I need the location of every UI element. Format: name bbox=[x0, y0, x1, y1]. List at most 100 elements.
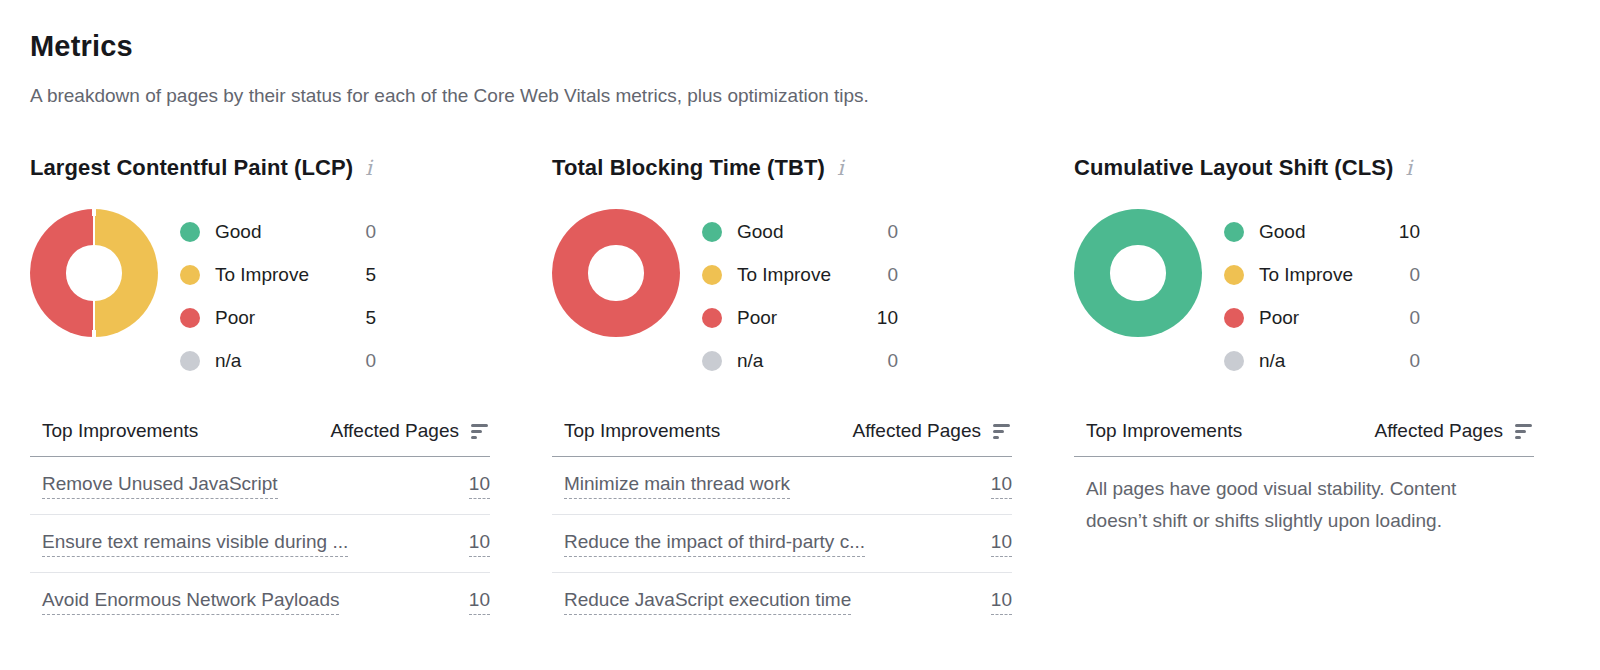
poor-dot-icon bbox=[702, 308, 722, 328]
metric-header-lcp: Largest Contentful Paint (LCP) i bbox=[30, 155, 490, 181]
improvement-link[interactable]: Reduce the impact of third-party c... bbox=[564, 531, 865, 557]
metric-header-tbt: Total Blocking Time (TBT) i bbox=[552, 155, 1012, 181]
metrics-section: Metrics A breakdown of pages by their st… bbox=[0, 0, 1600, 631]
poor-dot-icon bbox=[1224, 308, 1244, 328]
chart-row-tbt: Good 0 To Improve 0 Poor 10 bbox=[552, 209, 1012, 382]
legend-row: n/a 0 bbox=[702, 339, 898, 382]
tbt-legend: Good 0 To Improve 0 Poor 10 bbox=[702, 209, 898, 382]
table-row: Minimize main thread work 10 bbox=[552, 457, 1012, 515]
na-dot-icon bbox=[180, 351, 200, 371]
good-dot-icon bbox=[180, 222, 200, 242]
legend-value: 0 bbox=[1392, 350, 1420, 372]
table-row: Ensure text remains visible during ... 1… bbox=[30, 515, 490, 573]
metric-column-tbt: Total Blocking Time (TBT) i Good 0 To Im… bbox=[552, 155, 1012, 631]
legend-label: Good bbox=[215, 221, 348, 243]
legend-value: 5 bbox=[348, 307, 376, 329]
affected-pages-count[interactable]: 10 bbox=[991, 473, 1012, 499]
legend-label: Poor bbox=[1259, 307, 1392, 329]
legend-label: n/a bbox=[737, 350, 870, 372]
metric-column-cls: Cumulative Layout Shift (CLS) i Good 10 … bbox=[1074, 155, 1534, 631]
legend-label: Good bbox=[1259, 221, 1392, 243]
cls-improvements-table: Top Improvements Affected Pages All page… bbox=[1074, 412, 1534, 537]
legend-label: n/a bbox=[1259, 350, 1392, 372]
to-improve-dot-icon bbox=[180, 265, 200, 285]
cls-stability-note: All pages have good visual stability. Co… bbox=[1074, 457, 1479, 537]
legend-value: 10 bbox=[870, 307, 898, 329]
legend-label: Poor bbox=[215, 307, 348, 329]
sort-icon[interactable] bbox=[1513, 422, 1534, 441]
table-header: Top Improvements Affected Pages bbox=[552, 412, 1012, 457]
to-improve-dot-icon bbox=[702, 265, 722, 285]
legend-value: 0 bbox=[870, 221, 898, 243]
table-row: Avoid Enormous Network Payloads 10 bbox=[30, 573, 490, 631]
metric-header-cls: Cumulative Layout Shift (CLS) i bbox=[1074, 155, 1534, 181]
top-improvements-header: Top Improvements bbox=[564, 420, 720, 442]
legend-value: 5 bbox=[348, 264, 376, 286]
affected-pages-count[interactable]: 10 bbox=[469, 589, 490, 615]
affected-pages-count[interactable]: 10 bbox=[469, 473, 490, 499]
affected-pages-header: Affected Pages bbox=[330, 420, 490, 442]
legend-label: To Improve bbox=[1259, 264, 1392, 286]
cls-donut-chart bbox=[1074, 209, 1202, 337]
improvement-link[interactable]: Reduce JavaScript execution time bbox=[564, 589, 851, 615]
affected-pages-header: Affected Pages bbox=[852, 420, 1012, 442]
chart-row-cls: Good 10 To Improve 0 Poor 0 bbox=[1074, 209, 1534, 382]
metrics-columns: Largest Contentful Paint (LCP) i Good 0 … bbox=[30, 155, 1570, 631]
legend-value: 0 bbox=[870, 264, 898, 286]
improvement-link[interactable]: Avoid Enormous Network Payloads bbox=[42, 589, 339, 615]
metric-column-lcp: Largest Contentful Paint (LCP) i Good 0 … bbox=[30, 155, 490, 631]
metric-title-cls: Cumulative Layout Shift (CLS) bbox=[1074, 155, 1393, 181]
sort-icon[interactable] bbox=[991, 422, 1012, 441]
lcp-improvements-table: Top Improvements Affected Pages Remove U… bbox=[30, 412, 490, 631]
cls-legend: Good 10 To Improve 0 Poor 0 bbox=[1224, 209, 1420, 382]
lcp-legend: Good 0 To Improve 5 Poor 5 bbox=[180, 209, 376, 382]
legend-label: Good bbox=[737, 221, 870, 243]
legend-row: To Improve 0 bbox=[1224, 253, 1420, 296]
top-improvements-header: Top Improvements bbox=[1086, 420, 1242, 442]
table-row: Reduce JavaScript execution time 10 bbox=[552, 573, 1012, 631]
to-improve-dot-icon bbox=[1224, 265, 1244, 285]
legend-value: 0 bbox=[1392, 307, 1420, 329]
improvement-link[interactable]: Remove Unused JavaScript bbox=[42, 473, 278, 499]
legend-row: n/a 0 bbox=[1224, 339, 1420, 382]
lcp-donut-chart bbox=[30, 209, 158, 337]
info-icon[interactable]: i bbox=[1405, 158, 1412, 179]
sort-icon[interactable] bbox=[469, 422, 490, 441]
legend-row: Good 0 bbox=[702, 210, 898, 253]
legend-label: Poor bbox=[737, 307, 870, 329]
na-dot-icon bbox=[1224, 351, 1244, 371]
chart-row-lcp: Good 0 To Improve 5 Poor 5 bbox=[30, 209, 490, 382]
legend-row: Poor 0 bbox=[1224, 296, 1420, 339]
legend-row: To Improve 0 bbox=[702, 253, 898, 296]
affected-pages-count[interactable]: 10 bbox=[469, 531, 490, 557]
table-row: Reduce the impact of third-party c... 10 bbox=[552, 515, 1012, 573]
legend-row: n/a 0 bbox=[180, 339, 376, 382]
legend-label: To Improve bbox=[737, 264, 870, 286]
improvement-link[interactable]: Minimize main thread work bbox=[564, 473, 790, 499]
legend-row: Good 10 bbox=[1224, 210, 1420, 253]
good-dot-icon bbox=[1224, 222, 1244, 242]
table-row: Remove Unused JavaScript 10 bbox=[30, 457, 490, 515]
good-dot-icon bbox=[702, 222, 722, 242]
affected-pages-count[interactable]: 10 bbox=[991, 589, 1012, 615]
info-icon[interactable]: i bbox=[837, 158, 844, 179]
tbt-donut-chart bbox=[552, 209, 680, 337]
legend-value: 0 bbox=[870, 350, 898, 372]
improvement-link[interactable]: Ensure text remains visible during ... bbox=[42, 531, 348, 557]
tbt-improvements-table: Top Improvements Affected Pages Minimize… bbox=[552, 412, 1012, 631]
legend-value: 10 bbox=[1392, 221, 1420, 243]
legend-row: Poor 5 bbox=[180, 296, 376, 339]
legend-value: 0 bbox=[348, 221, 376, 243]
info-icon[interactable]: i bbox=[365, 158, 372, 179]
table-header: Top Improvements Affected Pages bbox=[1074, 412, 1534, 457]
legend-label: To Improve bbox=[215, 264, 348, 286]
poor-dot-icon bbox=[180, 308, 200, 328]
affected-pages-count[interactable]: 10 bbox=[991, 531, 1012, 557]
legend-row: Poor 10 bbox=[702, 296, 898, 339]
legend-value: 0 bbox=[348, 350, 376, 372]
legend-row: To Improve 5 bbox=[180, 253, 376, 296]
legend-row: Good 0 bbox=[180, 210, 376, 253]
page-subtitle: A breakdown of pages by their status for… bbox=[30, 85, 1570, 107]
top-improvements-header: Top Improvements bbox=[42, 420, 198, 442]
page-title: Metrics bbox=[30, 30, 1570, 63]
